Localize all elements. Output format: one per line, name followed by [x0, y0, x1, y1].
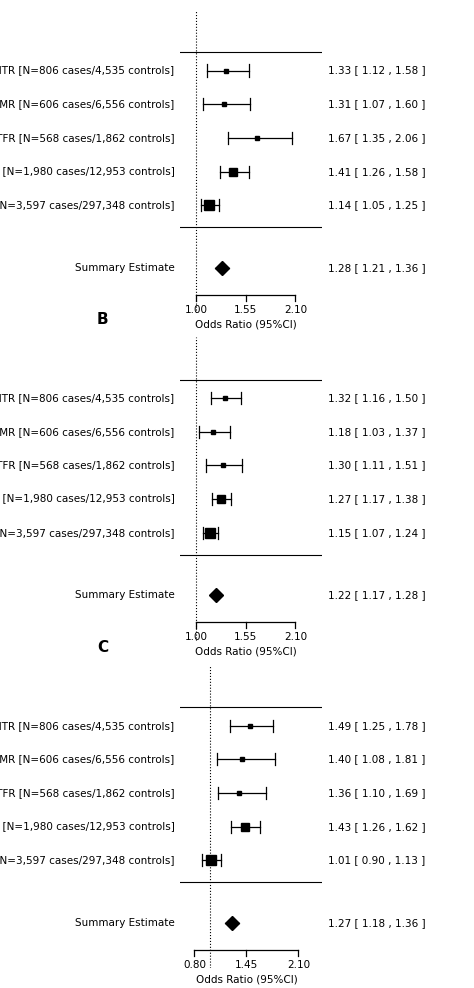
Text: Summary Estimate: Summary Estimate — [75, 263, 174, 273]
Text: NTR [N=806 cases/4,535 controls]: NTR [N=806 cases/4,535 controls] — [0, 720, 174, 730]
Text: Odds Ratio (95%CI): Odds Ratio (95%CI) — [196, 974, 297, 984]
Text: deCODE [N=3,597 cases/297,348 controls]: deCODE [N=3,597 cases/297,348 controls] — [0, 856, 174, 865]
Text: MCTFR [N=568 cases/1,862 controls]: MCTFR [N=568 cases/1,862 controls] — [0, 460, 174, 470]
Text: 1.41 [ 1.26 , 1.58 ]: 1.41 [ 1.26 , 1.58 ] — [328, 167, 426, 177]
Text: meta-analysis [N=1,980 cases/12,953 controls]: meta-analysis [N=1,980 cases/12,953 cont… — [0, 822, 174, 832]
Text: Summary Estimate: Summary Estimate — [75, 590, 174, 600]
Text: 1.55: 1.55 — [234, 304, 257, 315]
Text: 1.31 [ 1.07 , 1.60 ]: 1.31 [ 1.07 , 1.60 ] — [328, 99, 425, 110]
Text: 1.01 [ 0.90 , 1.13 ]: 1.01 [ 0.90 , 1.13 ] — [328, 856, 425, 865]
Text: meta-analysis [N=1,980 cases/12,953 controls]: meta-analysis [N=1,980 cases/12,953 cont… — [0, 167, 174, 177]
Text: NTR [N=806 cases/4,535 controls]: NTR [N=806 cases/4,535 controls] — [0, 65, 174, 75]
Text: QIMR [N=606 cases/6,556 controls]: QIMR [N=606 cases/6,556 controls] — [0, 427, 174, 437]
Text: 1.27 [ 1.18 , 1.36 ]: 1.27 [ 1.18 , 1.36 ] — [328, 918, 426, 928]
Text: 1.30 [ 1.11 , 1.51 ]: 1.30 [ 1.11 , 1.51 ] — [328, 460, 425, 470]
Text: 1.49 [ 1.25 , 1.78 ]: 1.49 [ 1.25 , 1.78 ] — [328, 720, 426, 730]
Text: 1.22 [ 1.17 , 1.28 ]: 1.22 [ 1.17 , 1.28 ] — [328, 590, 426, 600]
Text: QIMR [N=606 cases/6,556 controls]: QIMR [N=606 cases/6,556 controls] — [0, 99, 174, 110]
Text: B: B — [97, 312, 109, 327]
Text: 2.10: 2.10 — [284, 632, 307, 642]
Text: 0.80: 0.80 — [183, 959, 206, 970]
Text: deCODE [N=3,597 cases/297,348 controls]: deCODE [N=3,597 cases/297,348 controls] — [0, 528, 174, 537]
Text: 1.15 [ 1.07 , 1.24 ]: 1.15 [ 1.07 , 1.24 ] — [328, 528, 425, 537]
Text: 1.67 [ 1.35 , 2.06 ]: 1.67 [ 1.35 , 2.06 ] — [328, 133, 425, 143]
Text: 1.40 [ 1.08 , 1.81 ]: 1.40 [ 1.08 , 1.81 ] — [328, 754, 425, 765]
Text: 1.32 [ 1.16 , 1.50 ]: 1.32 [ 1.16 , 1.50 ] — [328, 393, 425, 403]
Text: 1.14 [ 1.05 , 1.25 ]: 1.14 [ 1.05 , 1.25 ] — [328, 201, 425, 210]
Text: MCTFR [N=568 cases/1,862 controls]: MCTFR [N=568 cases/1,862 controls] — [0, 133, 174, 143]
Text: 1.27 [ 1.17 , 1.38 ]: 1.27 [ 1.17 , 1.38 ] — [328, 494, 426, 504]
Text: 1.33 [ 1.12 , 1.58 ]: 1.33 [ 1.12 , 1.58 ] — [328, 65, 426, 75]
Text: Summary Estimate: Summary Estimate — [75, 918, 174, 928]
Text: 2.10: 2.10 — [287, 959, 310, 970]
Text: 1.00: 1.00 — [185, 632, 208, 642]
Text: 1.55: 1.55 — [234, 632, 257, 642]
Text: Odds Ratio (95%CI): Odds Ratio (95%CI) — [195, 647, 297, 657]
Text: deCODE [N=3,597 cases/297,348 controls]: deCODE [N=3,597 cases/297,348 controls] — [0, 201, 174, 210]
Text: 1.28 [ 1.21 , 1.36 ]: 1.28 [ 1.21 , 1.36 ] — [328, 263, 426, 273]
Text: 1.00: 1.00 — [185, 304, 208, 315]
Text: QIMR [N=606 cases/6,556 controls]: QIMR [N=606 cases/6,556 controls] — [0, 754, 174, 765]
Text: 2.10: 2.10 — [284, 304, 307, 315]
Text: C: C — [97, 640, 108, 655]
Text: MCTFR [N=568 cases/1,862 controls]: MCTFR [N=568 cases/1,862 controls] — [0, 788, 174, 798]
Text: 1.36 [ 1.10 , 1.69 ]: 1.36 [ 1.10 , 1.69 ] — [328, 788, 425, 798]
Text: 1.45: 1.45 — [235, 959, 258, 970]
Text: meta-analysis [N=1,980 cases/12,953 controls]: meta-analysis [N=1,980 cases/12,953 cont… — [0, 494, 174, 504]
Text: 1.18 [ 1.03 , 1.37 ]: 1.18 [ 1.03 , 1.37 ] — [328, 427, 425, 437]
Text: 1.43 [ 1.26 , 1.62 ]: 1.43 [ 1.26 , 1.62 ] — [328, 822, 426, 832]
Text: Odds Ratio (95%CI): Odds Ratio (95%CI) — [195, 319, 297, 329]
Text: NTR [N=806 cases/4,535 controls]: NTR [N=806 cases/4,535 controls] — [0, 393, 174, 403]
